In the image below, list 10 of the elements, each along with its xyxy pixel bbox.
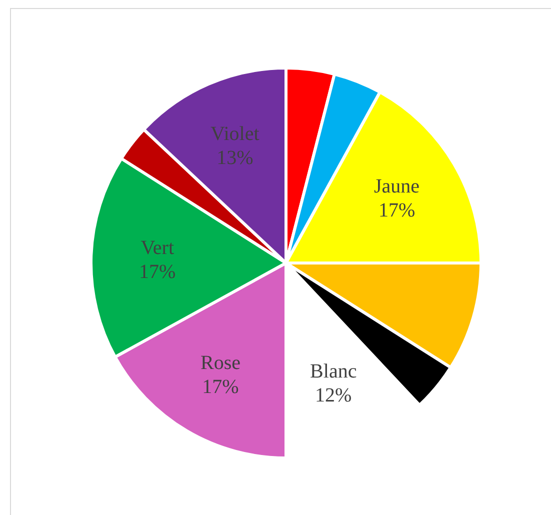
slice-label: Blanc [310,360,357,383]
slice-label: Jaune [374,175,420,198]
data-label: 13% [216,146,254,169]
data-label: 17% [378,199,416,222]
slice-label: Vert [140,236,174,259]
data-label: 17% [202,376,239,398]
slice-label: Violet [210,122,260,145]
data-label: 17% [139,260,176,283]
slice-label: Rose [200,352,241,374]
data-label: 12% [315,384,352,407]
